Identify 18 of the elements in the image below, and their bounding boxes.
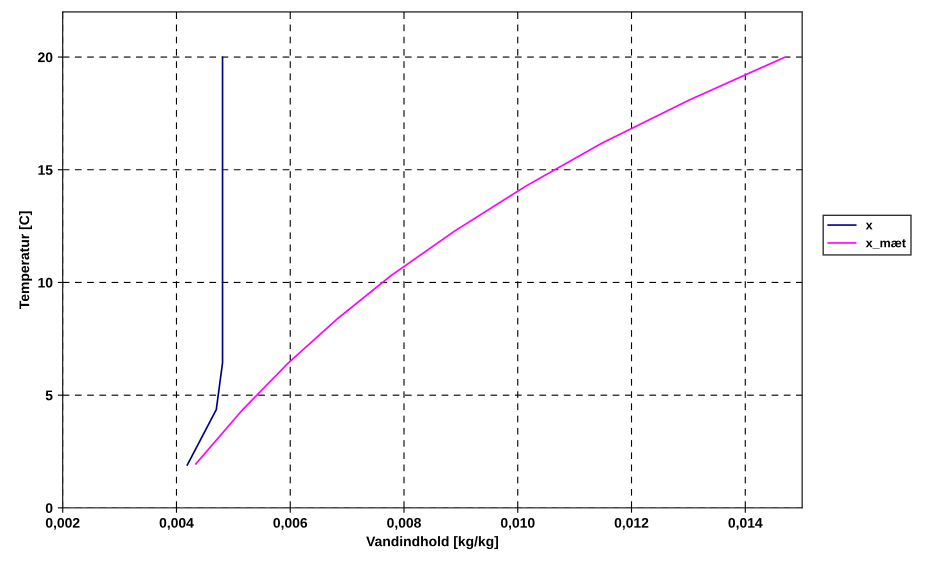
x-tick-label: 0,012 <box>614 518 648 530</box>
legend-label: x <box>866 222 873 230</box>
line-series <box>186 56 224 466</box>
y-tick-label: 0 <box>46 503 52 514</box>
y-axis-title: Temperatur [C] <box>19 211 32 310</box>
x-tick-label: 0,004 <box>160 518 194 530</box>
x-tick-label: 0,002 <box>46 518 80 530</box>
y-tick-label: 10 <box>38 278 52 288</box>
y-tick-label: 5 <box>46 390 53 400</box>
line-series <box>194 56 786 465</box>
x-axis-title: Vandindhold [kg/kg] <box>366 536 498 550</box>
x-tick-label: 0,010 <box>500 518 535 530</box>
x-tick-label: 0,008 <box>387 518 421 530</box>
x-tick-label: 0,014 <box>728 518 763 530</box>
y-tick-label: 20 <box>38 52 52 62</box>
legend-label: x_mæt <box>866 239 906 249</box>
y-tick-label: 15 <box>38 165 53 175</box>
x-tick-label: 0,006 <box>273 518 308 530</box>
